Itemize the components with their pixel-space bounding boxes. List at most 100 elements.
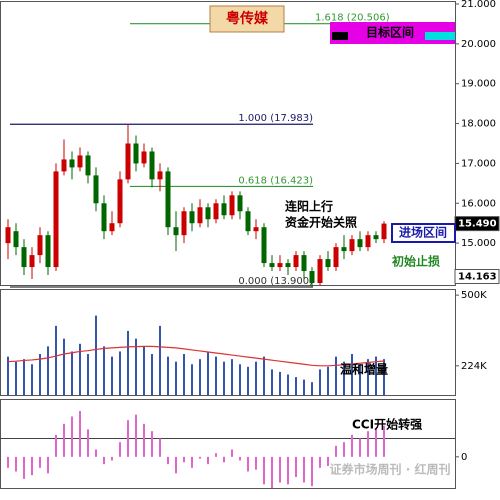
bar: [295, 377, 297, 395]
bar: [23, 456, 25, 479]
target-box: [330, 22, 455, 44]
candle-body: [381, 223, 387, 240]
y-tick-label: 20.000: [461, 39, 496, 50]
y-tick-label: 19.000: [461, 79, 496, 90]
candle-body: [221, 203, 227, 216]
bar: [207, 351, 209, 395]
bar: [55, 434, 57, 457]
candle-body: [125, 143, 131, 180]
chart-title: 粤传媒: [226, 10, 269, 27]
bar: [279, 371, 281, 395]
candle-body: [85, 155, 91, 176]
bar: [15, 456, 17, 472]
bar: [183, 354, 185, 395]
bar: [287, 374, 289, 395]
bar: [383, 425, 385, 457]
candle-body: [61, 159, 67, 172]
candle-body: [197, 207, 203, 224]
candle-body: [213, 203, 219, 220]
bar: [79, 411, 81, 457]
annotation: CCI开始转强: [352, 417, 422, 432]
bar: [279, 456, 281, 483]
candle-body: [117, 179, 123, 224]
candle-body: [157, 171, 163, 180]
bar: [327, 366, 329, 395]
candle-body: [253, 227, 259, 232]
bar: [231, 359, 233, 395]
bar: [127, 330, 129, 395]
y-tick-label: 15.000: [461, 238, 496, 249]
bar: [39, 354, 41, 395]
candle-body: [189, 211, 195, 224]
bar: [47, 456, 49, 474]
bar: [143, 423, 145, 457]
bar: [311, 382, 313, 395]
bar: [215, 453, 217, 457]
candle-body: [21, 247, 27, 268]
bar: [47, 346, 49, 395]
bar: [175, 456, 177, 474]
bar: [151, 431, 153, 457]
annotation: 目标区间: [366, 25, 414, 40]
candle-body: [325, 259, 331, 268]
bar: [95, 315, 97, 395]
y-tick-label: 500K: [461, 290, 487, 301]
bar: [39, 456, 41, 468]
candle-body: [93, 175, 99, 204]
bar: [79, 343, 81, 395]
candle-body: [229, 195, 235, 216]
bar: [71, 351, 73, 395]
bar: [263, 456, 265, 485]
candle-body: [341, 247, 347, 252]
candle-body: [365, 235, 371, 248]
bar: [271, 369, 273, 395]
annotation: 资金开始关照: [285, 215, 357, 230]
candle-body: [277, 263, 283, 268]
candle-body: [13, 231, 19, 248]
bar: [23, 359, 25, 395]
bar: [183, 456, 185, 463]
bar: [319, 456, 321, 468]
volume-panel: [0, 289, 456, 396]
bar: [71, 416, 73, 457]
bar: [111, 356, 113, 395]
bar: [367, 431, 369, 457]
candle-body: [101, 203, 107, 232]
bar: [303, 456, 305, 483]
target-mark: [425, 32, 455, 40]
candle-body: [269, 263, 275, 268]
candle-body: [301, 255, 307, 272]
bar: [119, 442, 121, 457]
bar: [63, 423, 65, 457]
bar: [239, 364, 241, 395]
bar: [191, 364, 193, 395]
y-tick-label: 17.000: [461, 158, 496, 169]
y-tick-label: 18.000: [461, 119, 496, 130]
price-tag-label: 14.163: [458, 272, 497, 283]
price-tag-label: 15.490: [458, 219, 497, 230]
bar: [343, 361, 345, 395]
bar: [223, 361, 225, 395]
candle-body: [333, 247, 339, 268]
bar: [311, 456, 313, 487]
bar: [7, 456, 9, 468]
bar: [383, 359, 385, 395]
bar: [119, 351, 121, 395]
bar: [247, 366, 249, 395]
bar: [167, 356, 169, 395]
y-tick-label: 0: [461, 452, 467, 463]
fib-label: 0.618 (16.423): [238, 175, 313, 186]
bar: [31, 364, 33, 395]
bar: [351, 434, 353, 457]
bar: [63, 338, 65, 395]
candle-body: [141, 151, 147, 164]
bar: [367, 359, 369, 395]
y-tick-label: 16.000: [461, 198, 496, 209]
bar: [223, 456, 225, 463]
cci-panel: [0, 399, 456, 489]
bar: [351, 354, 353, 395]
candle-body: [205, 207, 211, 220]
candle-body: [133, 143, 139, 164]
candle-body: [245, 211, 251, 232]
bar: [55, 325, 57, 395]
